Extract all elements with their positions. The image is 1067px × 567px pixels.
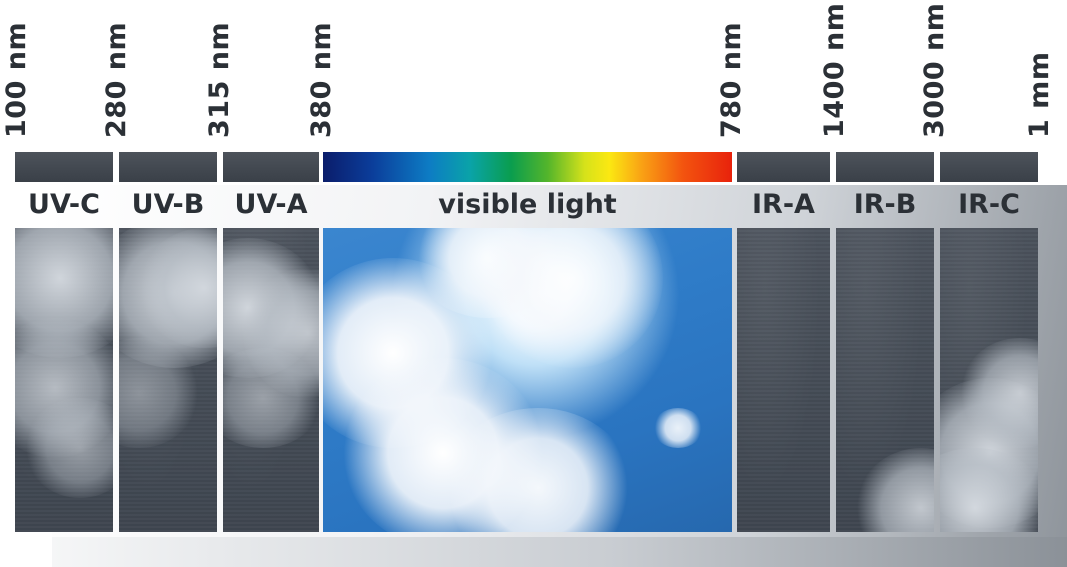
ira-image-panel bbox=[737, 228, 830, 532]
band-label-irb: IR-B bbox=[853, 189, 917, 220]
irb-bar bbox=[836, 152, 934, 182]
ira-bar bbox=[737, 152, 830, 182]
irc-bar bbox=[940, 152, 1038, 182]
uva-bar bbox=[223, 152, 319, 182]
wavelength-label-380nm: 380 nm bbox=[306, 21, 337, 138]
wavelength-label-280nm: 280 nm bbox=[101, 21, 132, 138]
uvc-image-panel bbox=[15, 228, 113, 532]
uvc-bar bbox=[15, 152, 113, 182]
visible-spectrum-bar bbox=[323, 152, 732, 182]
uva-image-panel bbox=[223, 228, 319, 532]
band-label-ira: IR-A bbox=[752, 189, 815, 220]
visible-light-image-panel bbox=[323, 228, 732, 532]
wavelength-label-3000nm: 3000 nm bbox=[919, 2, 950, 138]
wavelength-label-315nm: 315 nm bbox=[204, 21, 235, 138]
band-label-uvb: UV-B bbox=[131, 189, 205, 220]
wavelength-label-100nm: 100 nm bbox=[1, 21, 32, 138]
band-label-uvc: UV-C bbox=[28, 189, 100, 220]
band-label-visible: visible light bbox=[438, 189, 617, 220]
irc-image-panel bbox=[940, 228, 1038, 532]
wavelength-label-1400nm: 1400 nm bbox=[819, 2, 850, 138]
uvb-bar bbox=[119, 152, 217, 182]
band-label-uva: UV-A bbox=[234, 189, 308, 220]
irb-image-panel bbox=[836, 228, 934, 532]
band-label-irc: IR-C bbox=[958, 189, 1020, 220]
wavelength-label-1mm: 1 mm bbox=[1024, 51, 1055, 138]
wavelength-label-780nm: 780 nm bbox=[716, 21, 747, 138]
uvb-image-panel bbox=[119, 228, 217, 532]
